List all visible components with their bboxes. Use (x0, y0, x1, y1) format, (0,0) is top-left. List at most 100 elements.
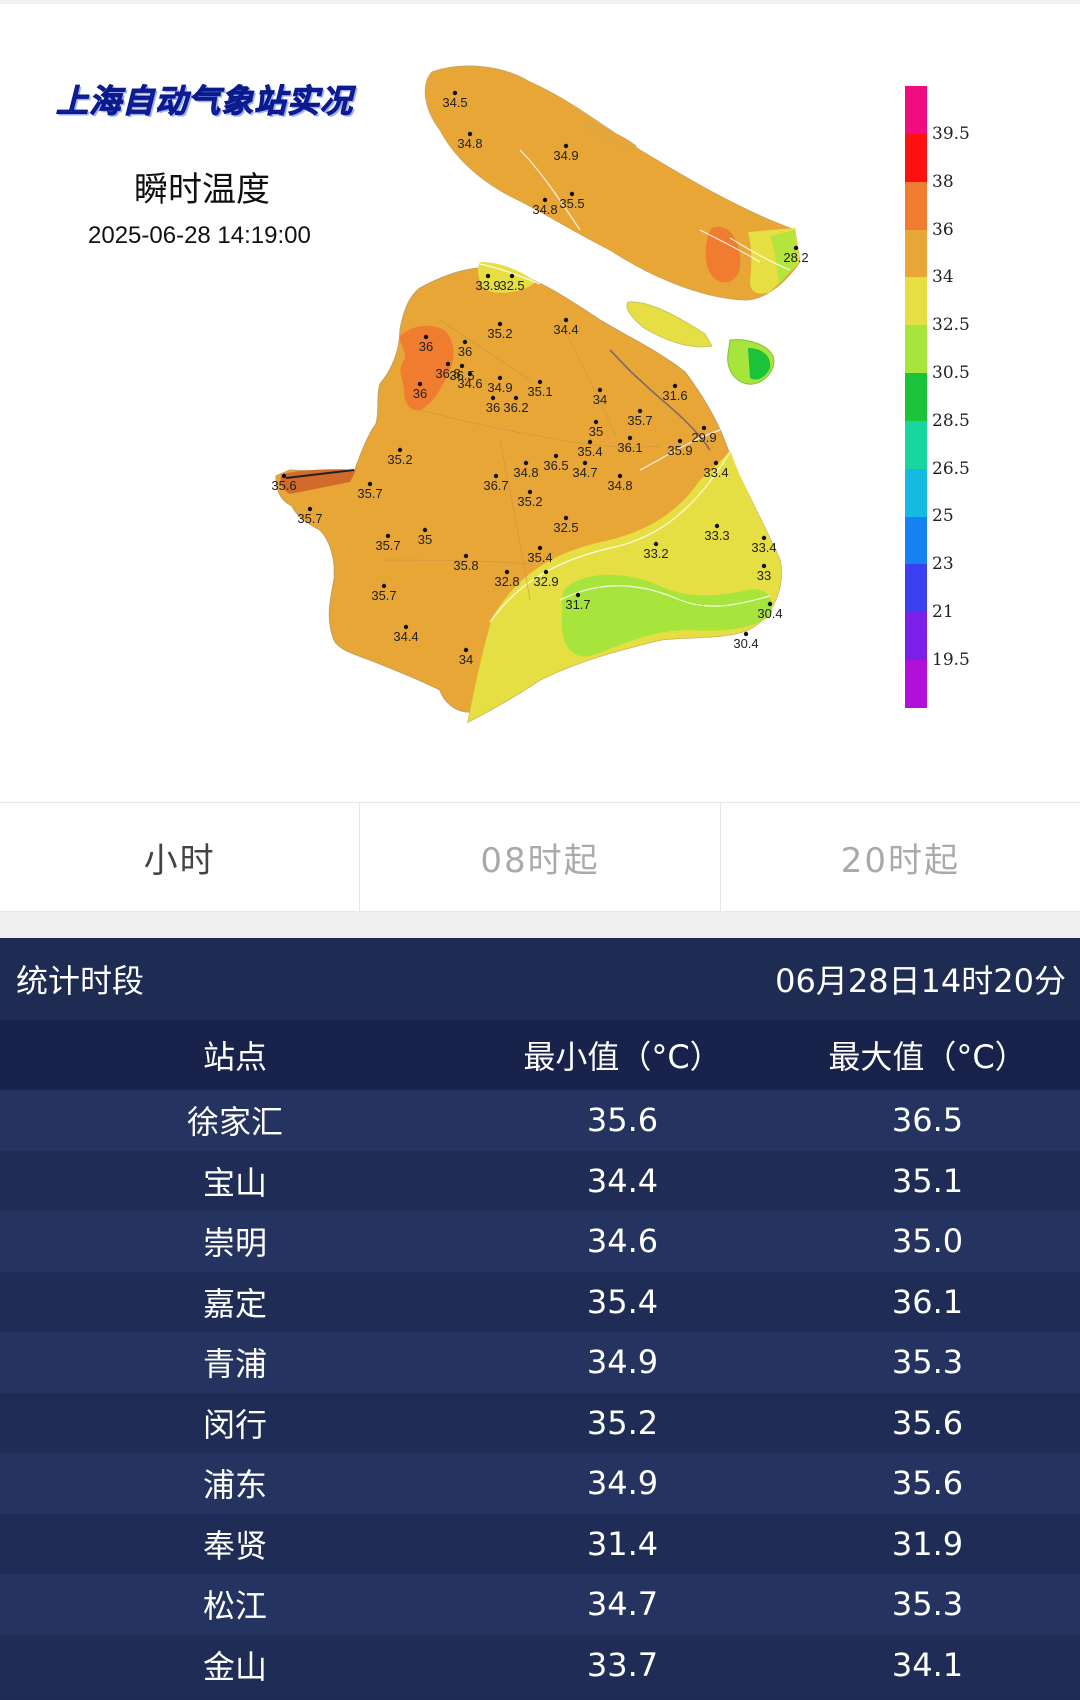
legend-color-band (905, 373, 927, 422)
legend-color-band (905, 612, 927, 661)
station-value: 35.4 (577, 444, 602, 459)
station-dot (543, 569, 549, 575)
station-marker: 31.7 (565, 592, 591, 612)
station-value: 32.5 (499, 278, 524, 293)
min-value: 35.4 (586, 1282, 659, 1321)
station-dot (542, 197, 548, 203)
map-hotspot-chongming (705, 226, 741, 283)
station-name: 奉贤 (202, 1526, 267, 1565)
station-value: 35 (418, 532, 432, 547)
station-marker: 31.6 (662, 383, 688, 403)
tab-hourly[interactable]: 小时 (0, 803, 361, 911)
station-marker: 36 (413, 381, 427, 401)
station-dot (627, 435, 633, 441)
station-value: 31.6 (662, 388, 687, 403)
station-dot (653, 541, 659, 547)
map-timestamp: 2025-06-28 14:19:00 (88, 222, 311, 249)
station-marker: 34 (593, 387, 607, 407)
station-dot (367, 481, 373, 487)
station-dot (563, 515, 569, 521)
min-value: 34.9 (586, 1464, 659, 1503)
legend-color-band (905, 660, 927, 709)
isotherm-lines (479, 149, 791, 623)
station-dot (553, 453, 559, 459)
station-dot (452, 90, 458, 96)
station-dot (761, 563, 767, 569)
station-marker: 33.2 (643, 541, 669, 561)
station-marker: 35.4 (527, 545, 553, 565)
legend-color-band (905, 229, 927, 278)
min-value: 35.6 (586, 1101, 659, 1140)
station-dot (582, 460, 588, 466)
station-marker: 35.1 (527, 379, 553, 399)
legend-color-band (905, 86, 927, 135)
station-value: 36.8 (435, 366, 460, 381)
station-value: 36.5 (543, 458, 568, 473)
station-marker: 34.9 (553, 143, 579, 163)
station-marker: 36 (419, 334, 433, 354)
station-dot (569, 191, 575, 197)
max-value: 35.1 (891, 1161, 964, 1200)
station-value: 30.4 (733, 636, 758, 651)
station-value: 35.2 (487, 326, 512, 341)
station-value: 36.2 (503, 400, 528, 415)
station-dot (385, 533, 391, 539)
table-row: 松江 34.7 35.3 (0, 1574, 1080, 1635)
station-dot (537, 379, 543, 385)
legend-color-band (905, 516, 927, 565)
table-row: 嘉定 35.4 36.1 (0, 1271, 1080, 1332)
station-dot (422, 527, 428, 533)
station-marker: 35.2 (517, 489, 543, 509)
station-dot (281, 473, 287, 479)
station-value: 30.4 (757, 606, 782, 621)
min-value: 31.4 (586, 1524, 659, 1563)
station-dot (713, 460, 719, 466)
table-column-headers: 站点 最小值（°C） 最大值（°C） (0, 1020, 1080, 1090)
station-dot (793, 245, 799, 251)
station-dot (463, 647, 469, 653)
station-value: 34.6 (457, 376, 482, 391)
station-marker: 33.9 (475, 273, 501, 293)
station-value: 29.9 (691, 430, 716, 445)
station-marker: 32.9 (533, 569, 559, 589)
station-marker: 36.5 (543, 453, 569, 473)
station-dot (467, 371, 473, 377)
station-value: 36 (458, 344, 472, 359)
time-range-tabs: 小时 08时起 20时起 (0, 802, 1080, 912)
station-dot (563, 317, 569, 323)
max-value: 35.3 (891, 1343, 964, 1382)
legend-color-band (905, 133, 927, 183)
station-name: 宝山 (202, 1163, 267, 1202)
station-value: 32.5 (553, 520, 578, 535)
station-value: 36 (413, 386, 427, 401)
station-value: 34 (593, 392, 607, 407)
station-marker: 35.2 (487, 321, 513, 341)
table-row: 青浦 34.9 35.3 (0, 1332, 1080, 1393)
legend-color-band (905, 181, 927, 231)
district-boundaries (379, 319, 661, 601)
station-name: 浦东 (202, 1466, 267, 1505)
tab-from-08[interactable]: 08时起 (360, 803, 721, 911)
station-marker: 36.5 (449, 363, 475, 383)
station-marker: 33 (757, 563, 771, 583)
station-value: 31.7 (565, 597, 590, 612)
period-value: 06月28日14时20分 (775, 962, 1066, 1000)
station-dot (743, 631, 749, 637)
station-value: 36.7 (483, 478, 508, 493)
station-name: 松江 (202, 1587, 267, 1626)
map-hotspot-jiading (399, 325, 454, 411)
tab-from-20[interactable]: 20时起 (840, 840, 960, 881)
max-value: 35.6 (891, 1464, 964, 1503)
station-marker: 33.3 (704, 523, 730, 543)
station-value: 34.9 (487, 380, 512, 395)
station-value: 34.7 (572, 465, 597, 480)
station-dot (467, 131, 473, 137)
station-marker: 36 (458, 339, 472, 359)
station-value: 33.9 (475, 278, 500, 293)
min-value: 34.6 (586, 1222, 659, 1261)
station-dot (597, 387, 603, 393)
station-marker: 34.5 (442, 90, 468, 110)
legend-label: 30.5 (932, 363, 970, 383)
station-value: 33.4 (703, 465, 728, 480)
station-value: 35.4 (527, 550, 552, 565)
